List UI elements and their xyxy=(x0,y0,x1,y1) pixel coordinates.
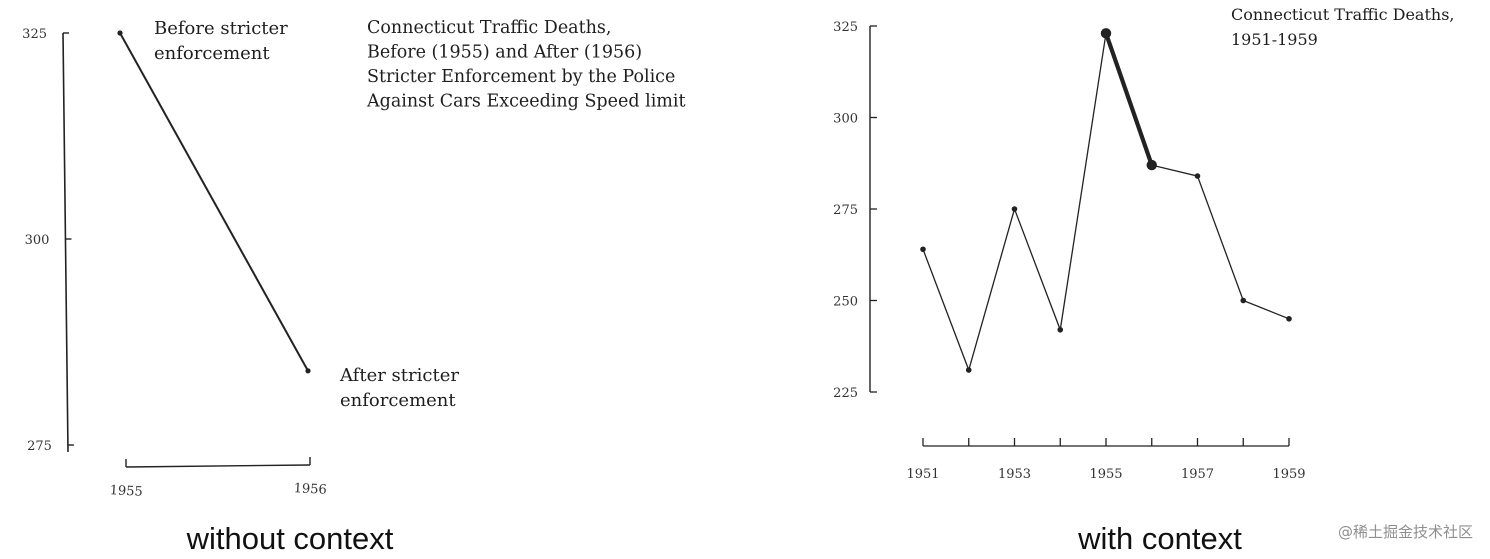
watermark-label: @稀土掘金技术社区 xyxy=(1338,523,1473,541)
left-y-tick-label: 300 xyxy=(25,233,50,248)
annotation-before: enforcement xyxy=(154,43,270,64)
caption-without-context: without context xyxy=(186,521,394,556)
left-x-tick-label: 1955 xyxy=(109,483,143,500)
right-y-tick-label: 325 xyxy=(833,20,858,35)
annotation-before: Before stricter xyxy=(154,18,288,39)
left-axes: 325 300 275 1955 1956 xyxy=(22,27,327,500)
left-x-tick-label: 1956 xyxy=(293,481,327,498)
left-y-axis-line xyxy=(62,32,69,453)
left-series xyxy=(117,30,311,374)
right-series xyxy=(920,28,1292,373)
left-chart-title: Connecticut Traffic Deaths, Before (1955)… xyxy=(366,18,686,112)
left-title-line: Connecticut Traffic Deaths, xyxy=(367,18,611,38)
right-data-point-1955 xyxy=(1100,28,1112,39)
right-axes: 325 300 275 250 225 1951 1953 1955 1957 1959 xyxy=(833,20,1305,482)
annotation-after: After stricter xyxy=(339,365,459,386)
right-data-point-1958 xyxy=(1240,297,1247,304)
right-title-line: Connecticut Traffic Deaths, xyxy=(1231,5,1455,24)
right-x-tick-label: 1951 xyxy=(906,467,939,482)
right-y-tick-label: 300 xyxy=(833,112,858,127)
right-data-point-1952 xyxy=(965,367,972,373)
chart-with-context: 325 300 275 250 225 1951 1953 1955 1957 1959 Conn… xyxy=(833,5,1454,482)
right-data-point-1954 xyxy=(1057,326,1064,333)
left-x-axis-line xyxy=(125,464,311,468)
right-y-tick-label: 225 xyxy=(833,386,858,401)
right-series-line xyxy=(922,33,1290,373)
left-data-point-1956 xyxy=(305,368,311,374)
caption-with-context: with context xyxy=(1077,521,1242,556)
right-x-tick-label: 1953 xyxy=(998,467,1031,482)
right-chart-title: Connecticut Traffic Deaths, 1951-1959 xyxy=(1231,5,1455,49)
left-y-tick-label: 275 xyxy=(27,439,52,454)
right-y-tick-label: 275 xyxy=(833,203,858,218)
left-annotations: Before stricter enforcement After stricter… xyxy=(154,18,459,411)
right-x-tick-label: 1957 xyxy=(1181,467,1214,482)
left-title-line: Before (1955) and After (1956) xyxy=(367,43,642,63)
left-data-point-1955 xyxy=(117,30,123,36)
annotation-after: enforcement xyxy=(340,390,456,411)
right-title-line: 1951-1959 xyxy=(1231,30,1318,49)
left-title-line: Against Cars Exceeding Speed limit xyxy=(366,92,686,112)
right-data-point-1959 xyxy=(1286,316,1292,322)
right-data-point-1953 xyxy=(1011,206,1018,212)
right-data-point-1951 xyxy=(920,246,926,253)
right-data-point-1956 xyxy=(1146,159,1157,171)
right-y-tick-label: 250 xyxy=(833,295,858,310)
right-x-tick-label: 1955 xyxy=(1089,467,1122,482)
left-series-line xyxy=(119,32,309,372)
left-y-tick-label: 325 xyxy=(22,27,47,42)
left-title-line: Stricter Enforcement by the Police xyxy=(367,67,675,87)
right-highlight-segment xyxy=(1104,32,1154,166)
right-x-tick-label: 1959 xyxy=(1272,467,1305,482)
right-data-point-1957 xyxy=(1194,173,1201,179)
chart-without-context: 325 300 275 1955 1956 Connecticut Traffic De… xyxy=(22,18,685,500)
